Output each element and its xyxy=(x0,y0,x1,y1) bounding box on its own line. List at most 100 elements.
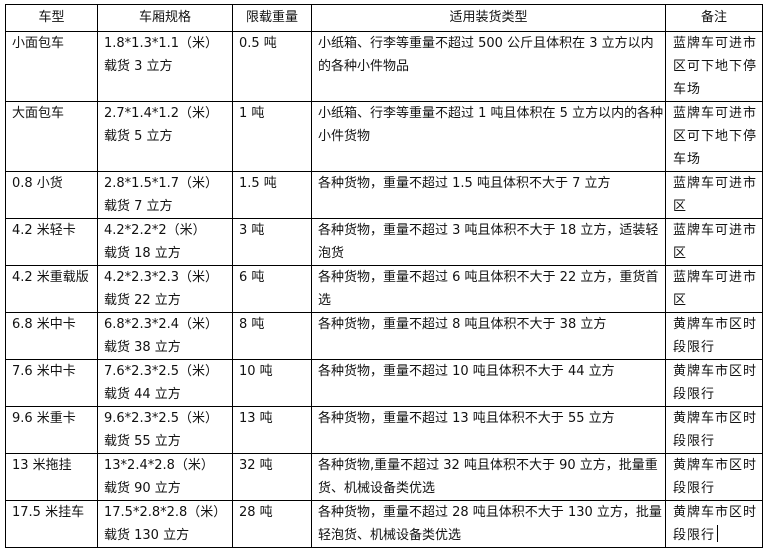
cell-cargo-type[interactable]: 各种货物，重量不超过 10 吨且体积不大于 44 立方 xyxy=(311,359,666,407)
cell-cargo-type[interactable]: 各种货物，重量不超过 13 吨且体积不大于 55 立方 xyxy=(311,406,666,454)
cargo-type-text: 各种货物，重量不超过 28 吨且体积不大于 130 立方，批量轻泡货、机械设备类… xyxy=(318,505,662,543)
vehicle-type-text: 17.5 米挂车 xyxy=(12,505,85,520)
cell-load-limit[interactable]: 3 吨 xyxy=(232,218,312,266)
cell-notes[interactable]: 黄牌车市区时段限行 xyxy=(665,406,763,454)
cell-load-limit[interactable]: 0.5 吨 xyxy=(232,31,312,102)
table-row: 小面包车 1.8*1.3*1.1（米） 载货 3 立方 0.5 吨 小纸箱、行李等重量不… xyxy=(5,31,763,102)
table-row: 17.5 米挂车 17.5*2.8*2.8（米） 载货 130 立方 28 吨 各种货物… xyxy=(5,500,763,548)
cell-cargo-box-size[interactable]: 7.6*2.3*2.5（米） 载货 44 立方 xyxy=(97,359,233,407)
cell-notes[interactable]: 蓝牌车可进市区可下地下停车场 xyxy=(665,31,763,102)
cell-vehicle-type[interactable]: 小面包车 xyxy=(5,31,98,102)
cell-vehicle-type[interactable]: 13 米拖挂 xyxy=(5,453,98,501)
vehicle-type-text: 6.8 米中卡 xyxy=(12,317,76,332)
cell-load-limit[interactable]: 1.5 吨 xyxy=(232,171,312,219)
box-dimensions: 2.7*1.4*1.2（米） xyxy=(104,106,219,121)
cell-cargo-type[interactable]: 各种货物，重量不超过 8 吨且体积不大于 38 立方 xyxy=(311,312,666,360)
cell-notes[interactable]: 黄牌车市区时段限行 xyxy=(665,359,763,407)
cell-notes[interactable]: 黄牌车市区时段限行 xyxy=(665,312,763,360)
box-volume: 载货 3 立方 xyxy=(104,59,173,74)
cell-cargo-box-size[interactable]: 2.7*1.4*1.2（米） 载货 5 立方 xyxy=(97,101,233,172)
cell-vehicle-type[interactable]: 6.8 米中卡 xyxy=(5,312,98,360)
cell-cargo-type[interactable]: 各种货物，重量不超过 1.5 吨且体积不大于 7 立方 xyxy=(311,171,666,219)
notes-text: 黄牌车市区时段限行 xyxy=(673,317,758,355)
cell-load-limit[interactable]: 6 吨 xyxy=(232,265,312,313)
box-volume: 载货 90 立方 xyxy=(104,481,181,496)
cell-vehicle-type[interactable]: 大面包车 xyxy=(5,101,98,172)
table-row: 6.8 米中卡 6.8*2.3*2.4（米） 载货 38 立方 8 吨 各种货物，重量不… xyxy=(5,312,763,360)
table-row: 9.6 米重卡 9.6*2.3*2.5（米） 载货 55 立方 13 吨 各种货物，重量… xyxy=(5,406,763,454)
cell-notes[interactable]: 黄牌车市区时段限行 xyxy=(665,453,763,501)
cell-cargo-box-size[interactable]: 4.2*2.3*2.3（米） 载货 22 立方 xyxy=(97,265,233,313)
cell-vehicle-type[interactable]: 17.5 米挂车 xyxy=(5,500,98,548)
cell-load-limit[interactable]: 8 吨 xyxy=(232,312,312,360)
cell-cargo-type[interactable]: 小纸箱、行李等重量不超过 500 公斤且体积在 3 立方以内的各种小件物品 xyxy=(311,31,666,102)
box-volume: 载货 18 立方 xyxy=(104,246,181,261)
box-volume: 载货 38 立方 xyxy=(104,340,181,355)
vehicle-type-text: 4.2 米轻卡 xyxy=(12,223,76,238)
cell-load-limit[interactable]: 28 吨 xyxy=(232,500,312,548)
vehicle-type-text: 4.2 米重载版 xyxy=(12,270,89,285)
box-dimensions: 4.2*2.3*2.3（米） xyxy=(104,270,219,285)
load-limit-text: 28 吨 xyxy=(239,505,273,520)
load-limit-text: 6 吨 xyxy=(239,270,265,285)
header-notes: 备注 xyxy=(665,4,763,32)
box-volume: 载货 22 立方 xyxy=(104,293,181,308)
cell-vehicle-type[interactable]: 4.2 米重载版 xyxy=(5,265,98,313)
box-volume: 载货 5 立方 xyxy=(104,129,173,144)
cell-cargo-box-size[interactable]: 4.2*2.2*2（米） 载货 18 立方 xyxy=(97,218,233,266)
cell-vehicle-type[interactable]: 9.6 米重卡 xyxy=(5,406,98,454)
notes-text: 蓝牌车可进市区可下地下停车场 xyxy=(673,36,758,97)
vehicle-type-text: 7.6 米中卡 xyxy=(12,364,76,379)
notes-text: 蓝牌车可进市区可下地下停车场 xyxy=(673,106,758,167)
cell-vehicle-type[interactable]: 7.6 米中卡 xyxy=(5,359,98,407)
load-limit-text: 0.5 吨 xyxy=(239,36,277,51)
table-row: 13 米拖挂 13*2.4*2.8（米） 载货 90 立方 32 吨 各种货物,重量不超… xyxy=(5,453,763,501)
vehicle-type-text: 小面包车 xyxy=(12,36,65,51)
cell-notes[interactable]: 黄牌车市区时段限行 xyxy=(665,500,763,548)
notes-text: 黄牌车市区时段限行 xyxy=(673,505,758,543)
cell-load-limit[interactable]: 10 吨 xyxy=(232,359,312,407)
cell-cargo-box-size[interactable]: 2.8*1.5*1.7（米） 载货 7 立方 xyxy=(97,171,233,219)
header-load-limit: 限载重量 xyxy=(232,4,312,32)
notes-text: 黄牌车市区时段限行 xyxy=(673,364,758,402)
cell-notes[interactable]: 蓝牌车可进市区 xyxy=(665,218,763,266)
cell-cargo-type[interactable]: 各种货物，重量不超过 28 吨且体积不大于 130 立方，批量轻泡货、机械设备类… xyxy=(311,500,666,548)
table-row: 大面包车 2.7*1.4*1.2（米） 载货 5 立方 1 吨 小纸箱、行李等重量不超过… xyxy=(5,101,763,172)
box-volume: 载货 55 立方 xyxy=(104,434,181,449)
box-dimensions: 6.8*2.3*2.4（米） xyxy=(104,317,219,332)
load-limit-text: 3 吨 xyxy=(239,223,265,238)
cargo-type-text: 各种货物，重量不超过 8 吨且体积不大于 38 立方 xyxy=(318,317,607,332)
cell-cargo-box-size[interactable]: 9.6*2.3*2.5（米） 载货 55 立方 xyxy=(97,406,233,454)
box-dimensions: 13*2.4*2.8（米） xyxy=(104,458,214,473)
table-row: 7.6 米中卡 7.6*2.3*2.5（米） 载货 44 立方 10 吨 各种货物，重量… xyxy=(5,359,763,407)
cell-cargo-type[interactable]: 小纸箱、行李等重量不超过 1 吨且体积在 5 立方以内的各种小件货物 xyxy=(311,101,666,172)
cell-load-limit[interactable]: 1 吨 xyxy=(232,101,312,172)
cell-load-limit[interactable]: 13 吨 xyxy=(232,406,312,454)
load-limit-text: 32 吨 xyxy=(239,458,273,473)
cell-load-limit[interactable]: 32 吨 xyxy=(232,453,312,501)
table-row: 4.2 米轻卡 4.2*2.2*2（米） 载货 18 立方 3 吨 各种货物，重量不超过… xyxy=(5,218,763,266)
cell-cargo-box-size[interactable]: 1.8*1.3*1.1（米） 载货 3 立方 xyxy=(97,31,233,102)
cell-cargo-box-size[interactable]: 6.8*2.3*2.4（米） 载货 38 立方 xyxy=(97,312,233,360)
cell-cargo-type[interactable]: 各种货物,重量不超过 32 吨且体积不大于 90 立方，批量重货、机械设备类优选 xyxy=(311,453,666,501)
header-vehicle-type: 车型 xyxy=(5,4,98,32)
cell-vehicle-type[interactable]: 0.8 小货 xyxy=(5,171,98,219)
load-limit-text: 10 吨 xyxy=(239,364,273,379)
cell-cargo-box-size[interactable]: 13*2.4*2.8（米） 载货 90 立方 xyxy=(97,453,233,501)
text-cursor xyxy=(717,525,719,542)
header-cargo-box-size: 车厢规格 xyxy=(97,4,233,32)
box-dimensions: 17.5*2.8*2.8（米） xyxy=(104,505,227,520)
cell-cargo-box-size[interactable]: 17.5*2.8*2.8（米） 载货 130 立方 xyxy=(97,500,233,548)
table-row: 4.2 米重载版 4.2*2.3*2.3（米） 载货 22 立方 6 吨 各种货物，重量… xyxy=(5,265,763,313)
cell-notes[interactable]: 蓝牌车可进市区可下地下停车场 xyxy=(665,101,763,172)
notes-text: 黄牌车市区时段限行 xyxy=(673,458,758,496)
cargo-type-text: 各种货物，重量不超过 6 吨且体积不大于 22 立方，重货首选 xyxy=(318,270,659,308)
cell-notes[interactable]: 蓝牌车可进市区 xyxy=(665,171,763,219)
cell-notes[interactable]: 蓝牌车可进市区 xyxy=(665,265,763,313)
cargo-type-text: 各种货物，重量不超过 1.5 吨且体积不大于 7 立方 xyxy=(318,176,611,191)
cell-vehicle-type[interactable]: 4.2 米轻卡 xyxy=(5,218,98,266)
cargo-type-text: 小纸箱、行李等重量不超过 500 公斤且体积在 3 立方以内的各种小件物品 xyxy=(318,36,654,74)
load-limit-text: 8 吨 xyxy=(239,317,265,332)
cell-cargo-type[interactable]: 各种货物，重量不超过 3 吨且体积不大于 18 立方，适装轻泡货 xyxy=(311,218,666,266)
cell-cargo-type[interactable]: 各种货物，重量不超过 6 吨且体积不大于 22 立方，重货首选 xyxy=(311,265,666,313)
